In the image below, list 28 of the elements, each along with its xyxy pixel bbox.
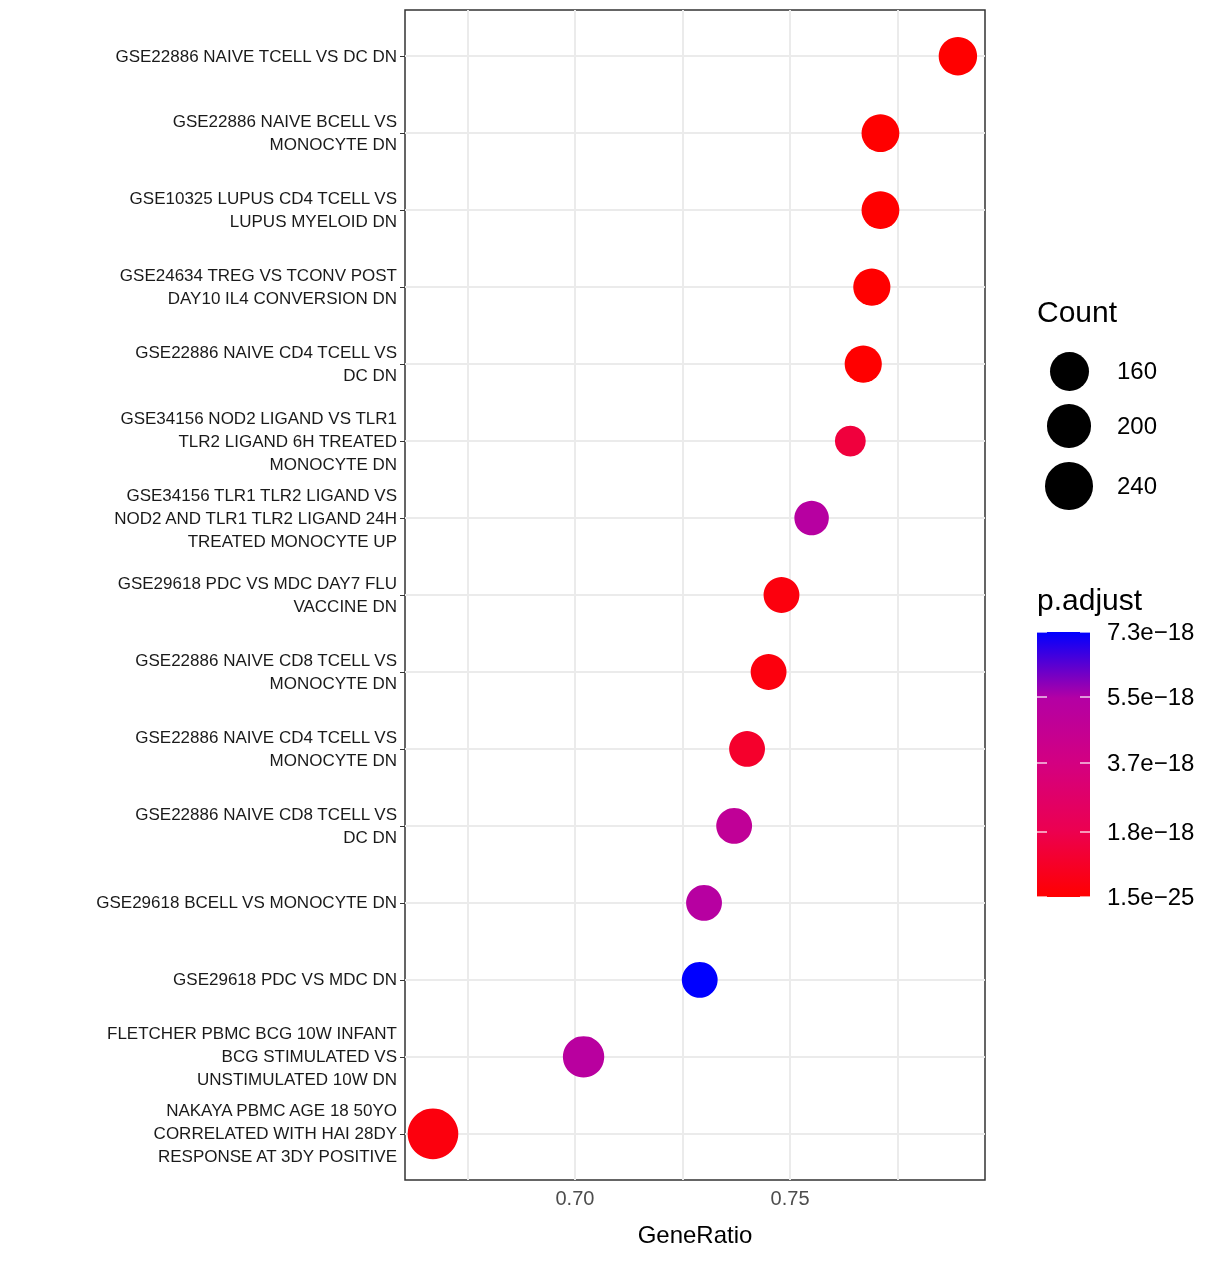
y-tick-label: GSE29618 BCELL VS MONOCYTE DN bbox=[96, 893, 397, 913]
y-tick-label: GSE22886 NAIVE CD4 TCELL VS MONOCYTE DN bbox=[135, 727, 397, 770]
y-tick-label: GSE34156 NOD2 LIGAND VS TLR1 TLR2 LIGAND 6H TREATED MONOCYTE DN bbox=[120, 408, 397, 474]
legend-label: 200 bbox=[1117, 412, 1158, 439]
legend-title: Count bbox=[1037, 295, 1118, 329]
y-tick-label: GSE22886 NAIVE TCELL VS DC DN bbox=[115, 46, 397, 66]
y-tick-label: FLETCHER PBMC BCG 10W INFANT BCG STIMULATED VS UNSTIMULATED 10W DN bbox=[107, 1024, 397, 1090]
y-tick-label: GSE34156 TLR1 TLR2 LIGAND VS NOD2 AND TLR1 TLR2 LIGAND 24H TREATED MONOCYTE UP bbox=[114, 485, 397, 551]
color-bar-label: 1.8e−18 bbox=[1107, 817, 1195, 845]
y-tick-label: GSE22886 NAIVE CD4 TCELL VS DC DN bbox=[135, 343, 397, 386]
x-axis-title: GeneRatio bbox=[637, 1220, 753, 1248]
x-tick-label: 0.75 bbox=[770, 1187, 810, 1209]
color-bar-label: 1.5e−25 bbox=[1107, 883, 1195, 910]
y-tick-label: GSE10325 LUPUS CD4 TCELL VS LUPUS MYELOID DN bbox=[129, 189, 397, 232]
legend-label: 160 bbox=[1117, 357, 1158, 384]
color-bar-title: p.adjust bbox=[1037, 583, 1143, 617]
color-bar-label: 7.3e−18 bbox=[1107, 618, 1195, 645]
y-tick-label: GSE29618 PDC VS MDC DN bbox=[173, 970, 397, 990]
legend-label: 240 bbox=[1117, 472, 1158, 499]
y-tick-label: GSE22886 NAIVE CD8 TCELL VS DC DN bbox=[135, 804, 397, 847]
color-bar-label: 3.7e−18 bbox=[1107, 748, 1195, 776]
color-bar-label: 5.5e−18 bbox=[1107, 683, 1195, 711]
y-tick-label: GSE22886 NAIVE BCELL VS MONOCYTE DN bbox=[172, 112, 397, 155]
x-tick-label: 0.70 bbox=[555, 1187, 595, 1209]
y-tick-label: GSE24634 TREG VS TCONV POST DAY10 IL4 CONVERSION DN bbox=[119, 266, 397, 309]
y-tick-label: NAKAYA PBMC AGE 18 50YO CORRELATED WITH HAI 28DY RESPONSE AT 3DY POSITIVE bbox=[153, 1101, 397, 1167]
y-tick-label: GSE29618 PDC VS MDC DAY7 FLU VACCINE DN bbox=[117, 574, 397, 616]
y-tick-label: GSE22886 NAIVE CD8 TCELL VS MONOCYTE DN bbox=[135, 650, 397, 693]
